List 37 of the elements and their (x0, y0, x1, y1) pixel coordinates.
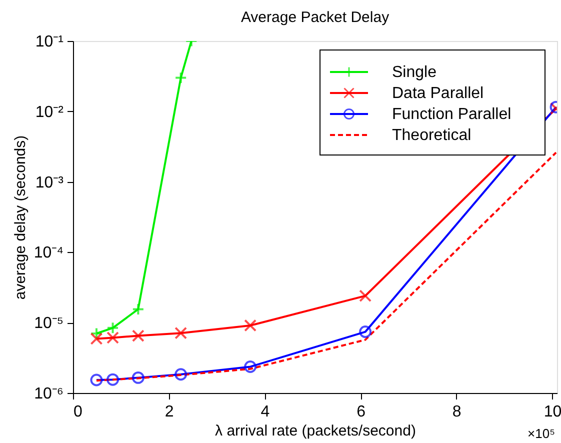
chart-title: Average Packet Delay (240, 9, 390, 26)
legend-label: Single (392, 64, 437, 81)
x-tick-label: 6 (356, 404, 366, 420)
x-tick-label: 0 (74, 404, 82, 420)
point (244, 360, 257, 373)
legend-label: Data Parallel (392, 85, 484, 102)
x-tick-label: 4 (260, 404, 270, 420)
point (106, 331, 120, 344)
point (359, 326, 372, 338)
point (132, 302, 144, 316)
point (174, 72, 188, 84)
point (174, 326, 188, 340)
x-tick-label: 8 (452, 404, 462, 420)
point (244, 319, 257, 332)
point (174, 368, 188, 381)
point (132, 330, 144, 342)
legend-label: Function Parallel (392, 106, 512, 123)
y-tick-label: 10⁻⁵ (34, 315, 64, 332)
y-tick-label: 10⁻¹ (35, 34, 64, 50)
point (106, 373, 120, 386)
y-tick-label: 10⁻⁴ (34, 244, 64, 262)
point (90, 374, 103, 386)
legend-label: Theoretical (392, 127, 472, 144)
y-tick-label: 10⁻² (35, 104, 64, 121)
point (90, 327, 103, 340)
y-axis-title: average delay (seconds) (12, 135, 29, 300)
point (132, 371, 144, 384)
y-tick-label: 10⁻³ (35, 174, 64, 192)
y-tick-label: 10⁻⁶ (34, 386, 64, 402)
x-tick-label: 10 (544, 404, 561, 420)
point (90, 332, 103, 345)
point (106, 322, 120, 334)
line-series (95, 152, 557, 382)
point (359, 290, 372, 302)
text: ×10⁵ (528, 426, 555, 441)
x-tick-label: 2 (164, 404, 174, 420)
x-axis-title: λ arrival rate (packets/second) (215, 422, 416, 440)
